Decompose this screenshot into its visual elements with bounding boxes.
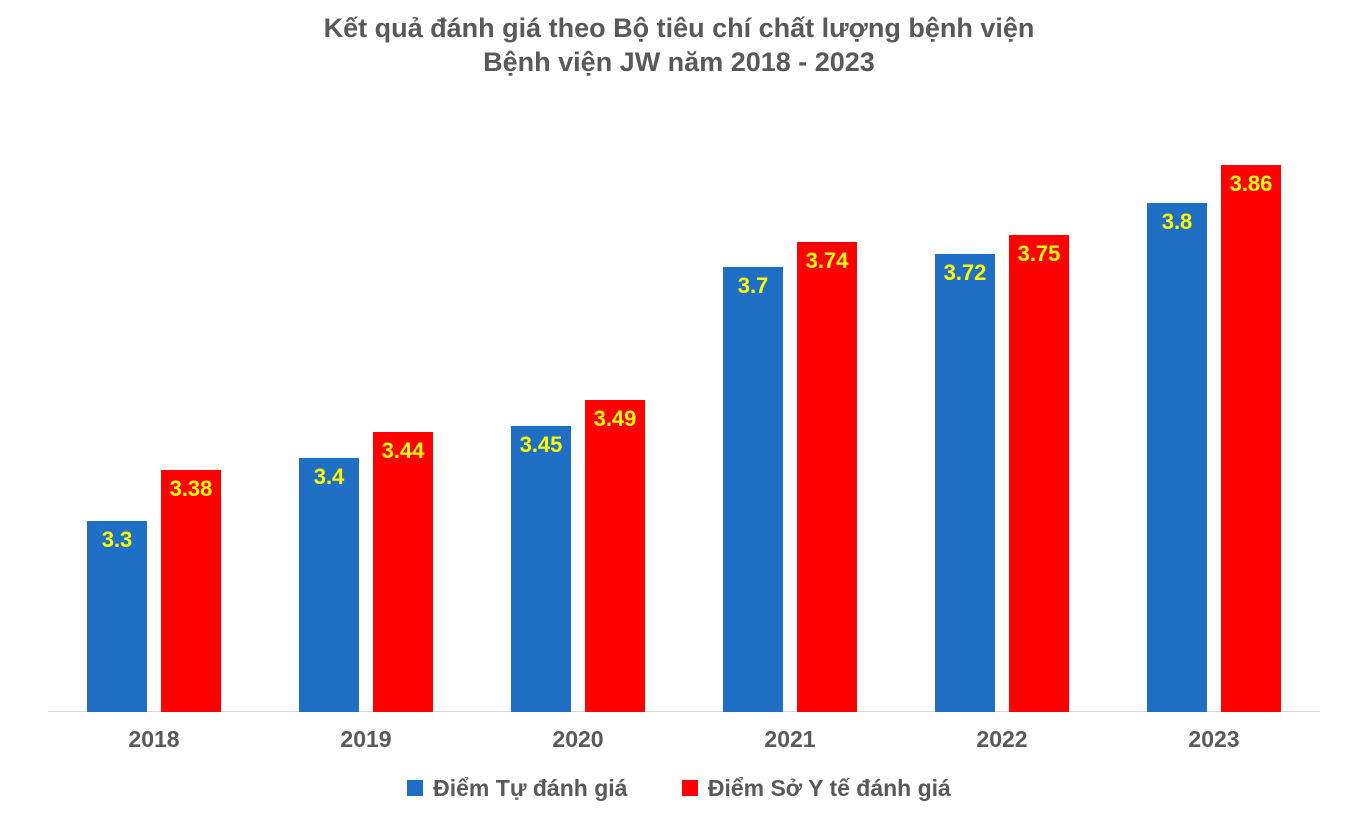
legend-label-series2: Điểm Sở Y tế đánh giá bbox=[708, 775, 951, 802]
bar-series2: 3.75 bbox=[1009, 235, 1069, 712]
bar-value-label: 3.44 bbox=[373, 438, 433, 464]
bar-value-label: 3.86 bbox=[1221, 171, 1281, 197]
bar-value-label: 3.49 bbox=[585, 406, 645, 432]
chart-container: Kết quả đánh giá theo Bộ tiêu chí chất l… bbox=[0, 0, 1358, 816]
bar-group: 3.4 3.44 bbox=[291, 108, 441, 712]
bar-series2: 3.74 bbox=[797, 242, 857, 712]
bar-series1: 3.8 bbox=[1147, 203, 1207, 712]
legend-label-series1: Điểm Tự đánh giá bbox=[433, 775, 627, 802]
bar-series2: 3.49 bbox=[585, 400, 645, 712]
bar-group: 3.72 3.75 bbox=[927, 108, 1077, 712]
bar-value-label: 3.4 bbox=[299, 464, 359, 490]
bar-value-label: 3.45 bbox=[511, 432, 571, 458]
bar-value-label: 3.72 bbox=[935, 260, 995, 286]
bar-series2: 3.38 bbox=[161, 470, 221, 712]
legend-swatch-series1 bbox=[407, 780, 423, 796]
bar-value-label: 3.3 bbox=[87, 527, 147, 553]
x-axis-category-label: 2019 bbox=[291, 726, 441, 753]
legend: Điểm Tự đánh giá Điểm Sở Y tế đánh giá bbox=[0, 775, 1358, 803]
x-axis-category-label: 2023 bbox=[1139, 726, 1289, 753]
legend-item-series1: Điểm Tự đánh giá bbox=[407, 775, 627, 802]
bar-value-label: 3.74 bbox=[797, 248, 857, 274]
bar-value-label: 3.8 bbox=[1147, 209, 1207, 235]
x-axis-category-label: 2021 bbox=[715, 726, 865, 753]
x-axis-labels: 2018 2019 2020 2021 2022 2023 bbox=[48, 726, 1320, 756]
bar-group: 3.7 3.74 bbox=[715, 108, 865, 712]
legend-swatch-series2 bbox=[682, 780, 698, 796]
x-axis-category-label: 2022 bbox=[927, 726, 1077, 753]
x-axis-baseline bbox=[48, 711, 1320, 712]
bar-series1: 3.4 bbox=[299, 458, 359, 712]
plot-area: 3.3 3.38 3.4 3.44 3.45 3.49 3.7 3.74 3.72 3.75 3.8… bbox=[48, 108, 1320, 712]
bar-value-label: 3.38 bbox=[161, 476, 221, 502]
chart-title-line1: Kết quả đánh giá theo Bộ tiêu chí chất l… bbox=[0, 12, 1358, 46]
bar-series1: 3.3 bbox=[87, 521, 147, 712]
bar-series1: 3.45 bbox=[511, 426, 571, 712]
bar-series2: 3.86 bbox=[1221, 165, 1281, 712]
bar-value-label: 3.75 bbox=[1009, 241, 1069, 267]
chart-title: Kết quả đánh giá theo Bộ tiêu chí chất l… bbox=[0, 12, 1358, 80]
x-axis-category-label: 2018 bbox=[79, 726, 229, 753]
bar-series1: 3.72 bbox=[935, 254, 995, 712]
bar-group: 3.3 3.38 bbox=[79, 108, 229, 712]
bar-series2: 3.44 bbox=[373, 432, 433, 712]
chart-title-line2: Bệnh viện JW năm 2018 - 2023 bbox=[0, 46, 1358, 80]
legend-item-series2: Điểm Sở Y tế đánh giá bbox=[682, 775, 951, 802]
bar-group: 3.8 3.86 bbox=[1139, 108, 1289, 712]
bar-series1: 3.7 bbox=[723, 267, 783, 712]
bar-group: 3.45 3.49 bbox=[503, 108, 653, 712]
x-axis-category-label: 2020 bbox=[503, 726, 653, 753]
bar-value-label: 3.7 bbox=[723, 273, 783, 299]
